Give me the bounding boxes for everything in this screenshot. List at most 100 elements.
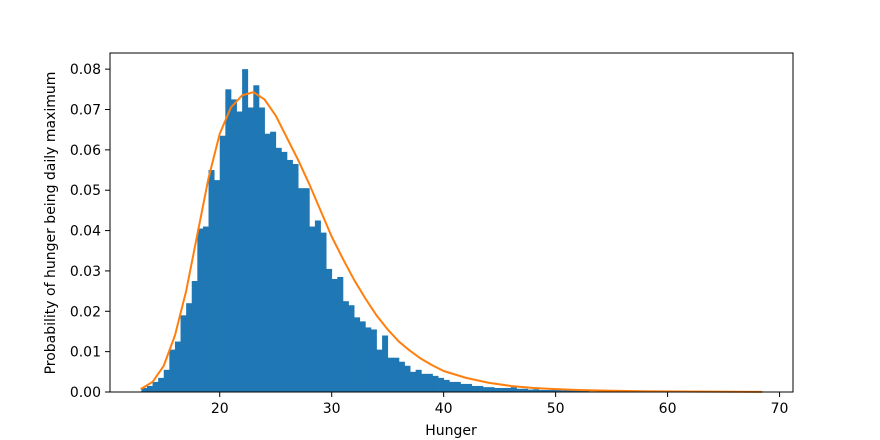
histogram-bar xyxy=(499,387,506,392)
histogram-bar xyxy=(270,131,277,392)
x-tick-label: 40 xyxy=(435,401,453,417)
histogram-bar xyxy=(555,389,562,392)
histogram-bar xyxy=(326,268,333,392)
histogram-bar xyxy=(337,276,344,392)
histogram-bar xyxy=(197,228,204,392)
histogram-bar xyxy=(393,357,400,392)
x-tick-label: 60 xyxy=(659,401,677,417)
histogram-bar xyxy=(578,390,585,392)
histogram-bar xyxy=(494,387,501,392)
histogram-bar xyxy=(454,381,461,392)
histogram-bar xyxy=(365,327,372,392)
histogram-bar xyxy=(398,361,405,392)
histogram-bar xyxy=(359,321,366,393)
histogram-bar xyxy=(186,303,193,392)
histogram-bar xyxy=(421,373,428,392)
histogram-bar xyxy=(516,388,523,392)
histogram-bar xyxy=(152,381,159,392)
y-tick-label: 0.01 xyxy=(70,345,101,361)
density-curve-layer xyxy=(140,91,763,393)
histogram-bar xyxy=(510,387,517,392)
histogram-bar xyxy=(410,371,417,392)
histogram-bar xyxy=(471,385,478,392)
histogram-bar xyxy=(583,390,590,392)
histogram-bar xyxy=(572,390,579,392)
histogram-bar xyxy=(208,170,215,392)
histogram-bar xyxy=(169,349,176,393)
y-tick-label: 0.02 xyxy=(70,304,101,320)
histogram-bar xyxy=(404,365,411,392)
histogram-bar xyxy=(342,301,349,392)
y-tick-label: 0.04 xyxy=(70,224,101,240)
y-tick-label: 0.06 xyxy=(70,143,101,159)
histogram-bar xyxy=(533,389,540,392)
histogram-bar xyxy=(348,305,355,392)
histogram-bar xyxy=(191,281,198,392)
histogram-bar xyxy=(298,188,305,392)
histogram-bar xyxy=(163,369,170,392)
y-axis-label: Probability of hunger being daily maximu… xyxy=(43,72,59,375)
histogram-bar xyxy=(505,387,512,392)
histogram-bar xyxy=(286,159,293,392)
histogram-bar xyxy=(242,69,249,392)
histogram-bar xyxy=(538,389,545,392)
histogram-bar xyxy=(387,357,394,392)
histogram-bar xyxy=(561,390,568,392)
histogram-bar xyxy=(180,315,187,392)
density-curve-line xyxy=(140,91,763,393)
histogram-bar xyxy=(354,317,361,392)
histogram-bar xyxy=(527,389,534,392)
histogram-bars xyxy=(141,69,590,393)
plot-frame xyxy=(109,52,794,393)
histogram-bar xyxy=(370,329,377,392)
histogram-bar xyxy=(415,369,422,392)
histogram-bar xyxy=(443,379,450,392)
x-tick-label: 30 xyxy=(323,401,341,417)
histogram-bar xyxy=(382,335,389,392)
histogram-bar xyxy=(449,381,456,392)
histogram-bar xyxy=(214,180,221,392)
histogram-bar xyxy=(303,188,310,392)
x-axis-ticks: 20 30 40 50 60 70 xyxy=(211,392,789,417)
histogram-bar xyxy=(432,375,439,392)
histogram-bar xyxy=(488,387,495,392)
histogram-bar xyxy=(141,387,148,392)
histogram-bar xyxy=(314,220,321,392)
x-tick-label: 20 xyxy=(211,401,229,417)
histogram-bar xyxy=(320,232,327,392)
y-axis-ticks: 0.00 0.01 0.02 0.03 0.04 0.05 0.06 0.07 0.08 xyxy=(70,62,110,401)
x-tick-label: 50 xyxy=(547,401,565,417)
histogram-bar xyxy=(146,385,153,392)
histogram-bar xyxy=(236,111,243,393)
histogram-bar xyxy=(566,390,573,392)
y-tick-label: 0.05 xyxy=(70,183,101,199)
histogram-bar xyxy=(292,163,299,392)
y-tick-label: 0.00 xyxy=(70,385,101,401)
histogram-bar xyxy=(281,151,288,392)
histogram-bar xyxy=(482,387,489,392)
histogram-bar xyxy=(331,279,338,392)
y-tick-label: 0.07 xyxy=(70,103,101,119)
histogram-bar xyxy=(230,99,237,392)
histogram-bar xyxy=(225,89,232,392)
histogram-bar xyxy=(438,377,445,393)
histogram-bar xyxy=(202,226,209,392)
histogram-bar xyxy=(247,107,254,392)
histogram-bar xyxy=(264,133,271,392)
histogram-bar xyxy=(426,373,433,392)
y-tick-label: 0.08 xyxy=(70,62,101,78)
histogram-bar xyxy=(275,147,282,392)
y-tick-label: 0.03 xyxy=(70,264,101,280)
histogram-bar xyxy=(219,135,226,393)
histogram-bar xyxy=(466,383,473,392)
histogram-bar xyxy=(309,226,316,392)
histogram-bar xyxy=(522,388,529,392)
histogram-bar xyxy=(550,389,557,392)
histogram-bar xyxy=(460,383,467,392)
histogram-bar xyxy=(253,85,260,392)
histogram-bar xyxy=(544,389,551,392)
x-tick-label: 70 xyxy=(771,401,789,417)
histogram-bar xyxy=(477,385,484,392)
